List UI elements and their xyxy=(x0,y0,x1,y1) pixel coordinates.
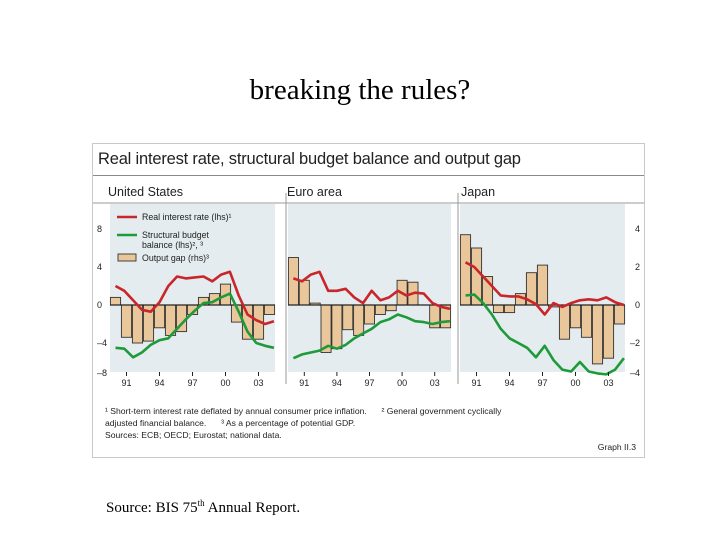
output-gap-bar xyxy=(385,304,397,312)
output-gap-bar xyxy=(153,304,166,329)
lhs-tick-label: 4 xyxy=(97,262,102,272)
real-rate-line xyxy=(292,270,451,311)
x-tick-label: 00 xyxy=(570,378,580,388)
x-tick-label: 00 xyxy=(397,378,407,388)
graph-label: Graph II.3 xyxy=(597,442,636,452)
footnote-2-continued: adjusted financial balance. xyxy=(105,418,207,428)
rhs-tick-label: 4 xyxy=(635,224,640,234)
x-tick-label: 03 xyxy=(430,378,440,388)
x-tick-label: 97 xyxy=(537,378,547,388)
title-divider xyxy=(93,175,644,176)
output-gap-bar xyxy=(492,304,505,314)
x-tick-label: 91 xyxy=(299,378,309,388)
x-tick-label: 03 xyxy=(603,378,613,388)
output-gap-bar xyxy=(591,304,604,365)
x-tick-label: 03 xyxy=(253,378,263,388)
legend-real-rate-label: Real interest rate (lhs)¹ xyxy=(142,212,232,222)
rhs-tick-label: 2 xyxy=(635,262,640,272)
output-gap-bar xyxy=(503,304,516,314)
x-tick-label: 91 xyxy=(471,378,481,388)
figure-title: Real interest rate, structural budget ba… xyxy=(98,150,521,168)
footnote-3: ³ As a percentage of potential GDP. xyxy=(221,418,356,428)
panel-title-2: Japan xyxy=(461,185,495,199)
budget-balance-line xyxy=(465,293,625,376)
real-rate-line xyxy=(114,270,275,326)
output-gap-bar xyxy=(536,264,549,306)
source-prefix: Source: BIS 75 xyxy=(106,500,198,516)
output-gap-bar xyxy=(109,296,122,306)
output-gap-bar xyxy=(374,304,386,315)
output-gap-bar xyxy=(580,304,593,338)
slide-source: Source: BIS 75th Annual Report. xyxy=(106,498,300,517)
x-tick-label: 91 xyxy=(121,378,131,388)
lhs-tick-label: –4 xyxy=(97,338,107,348)
slide-title: breaking the rules? xyxy=(249,74,471,106)
x-tick-label: 97 xyxy=(187,378,197,388)
panel-title-0: United States xyxy=(108,185,183,199)
rhs-tick-label: 0 xyxy=(635,300,640,310)
footnotes: ¹ Short-term interest rate deflated by a… xyxy=(105,405,640,441)
real-rate-line xyxy=(464,261,625,316)
chart-panels-svg: United States 91 94 97 00 03 8 4 0 –4 –8 Real inter… xyxy=(93,185,644,388)
lhs-tick-label: –8 xyxy=(97,368,107,378)
budget-balance-line xyxy=(292,313,451,360)
rhs-tick-label: –2 xyxy=(630,338,640,348)
legend-budget-label-1: Structural budget xyxy=(142,230,210,240)
rhs-tick-label: –4 xyxy=(630,368,640,378)
x-tick-label: 00 xyxy=(220,378,230,388)
lhs-tick-label: 0 xyxy=(97,300,102,310)
legend-output-gap-label: Output gap (rhs)³ xyxy=(142,253,209,263)
legend-output-gap-swatch xyxy=(117,253,137,262)
output-gap-bar xyxy=(263,304,276,315)
footnote-2: ² General government cyclically xyxy=(381,406,502,416)
output-gap-bar xyxy=(353,304,365,336)
panel-title-1: Euro area xyxy=(287,185,342,199)
output-gap-bar xyxy=(298,279,310,306)
panel-background-1 xyxy=(288,204,451,372)
output-gap-bar xyxy=(364,304,375,325)
x-tick-label: 94 xyxy=(154,378,164,388)
output-gap-bar xyxy=(613,304,626,325)
output-gap-bar xyxy=(120,304,133,338)
footnote-1: ¹ Short-term interest rate deflated by a… xyxy=(105,406,367,416)
output-gap-bar xyxy=(558,304,571,340)
x-tick-label: 94 xyxy=(332,378,342,388)
output-gap-bar xyxy=(287,257,299,306)
output-gap-bar xyxy=(569,304,582,329)
x-tick-label: 94 xyxy=(504,378,514,388)
sources-line: Sources: ECB; OECD; Eurostat; national d… xyxy=(105,430,282,440)
legend-budget-label-2: balance (lhs)², ³ xyxy=(142,240,203,250)
output-gap-bar xyxy=(331,304,343,350)
budget-balance-line xyxy=(115,292,275,359)
x-tick-label: 97 xyxy=(364,378,374,388)
chart-figure: Real interest rate, structural budget ba… xyxy=(92,143,645,458)
source-superscript: th xyxy=(197,498,205,508)
lhs-tick-label: 8 xyxy=(97,224,102,234)
output-gap-bar xyxy=(602,304,615,359)
panel-background-0 xyxy=(110,204,275,372)
output-gap-bar xyxy=(342,304,354,331)
source-suffix: Annual Report. xyxy=(204,500,301,516)
